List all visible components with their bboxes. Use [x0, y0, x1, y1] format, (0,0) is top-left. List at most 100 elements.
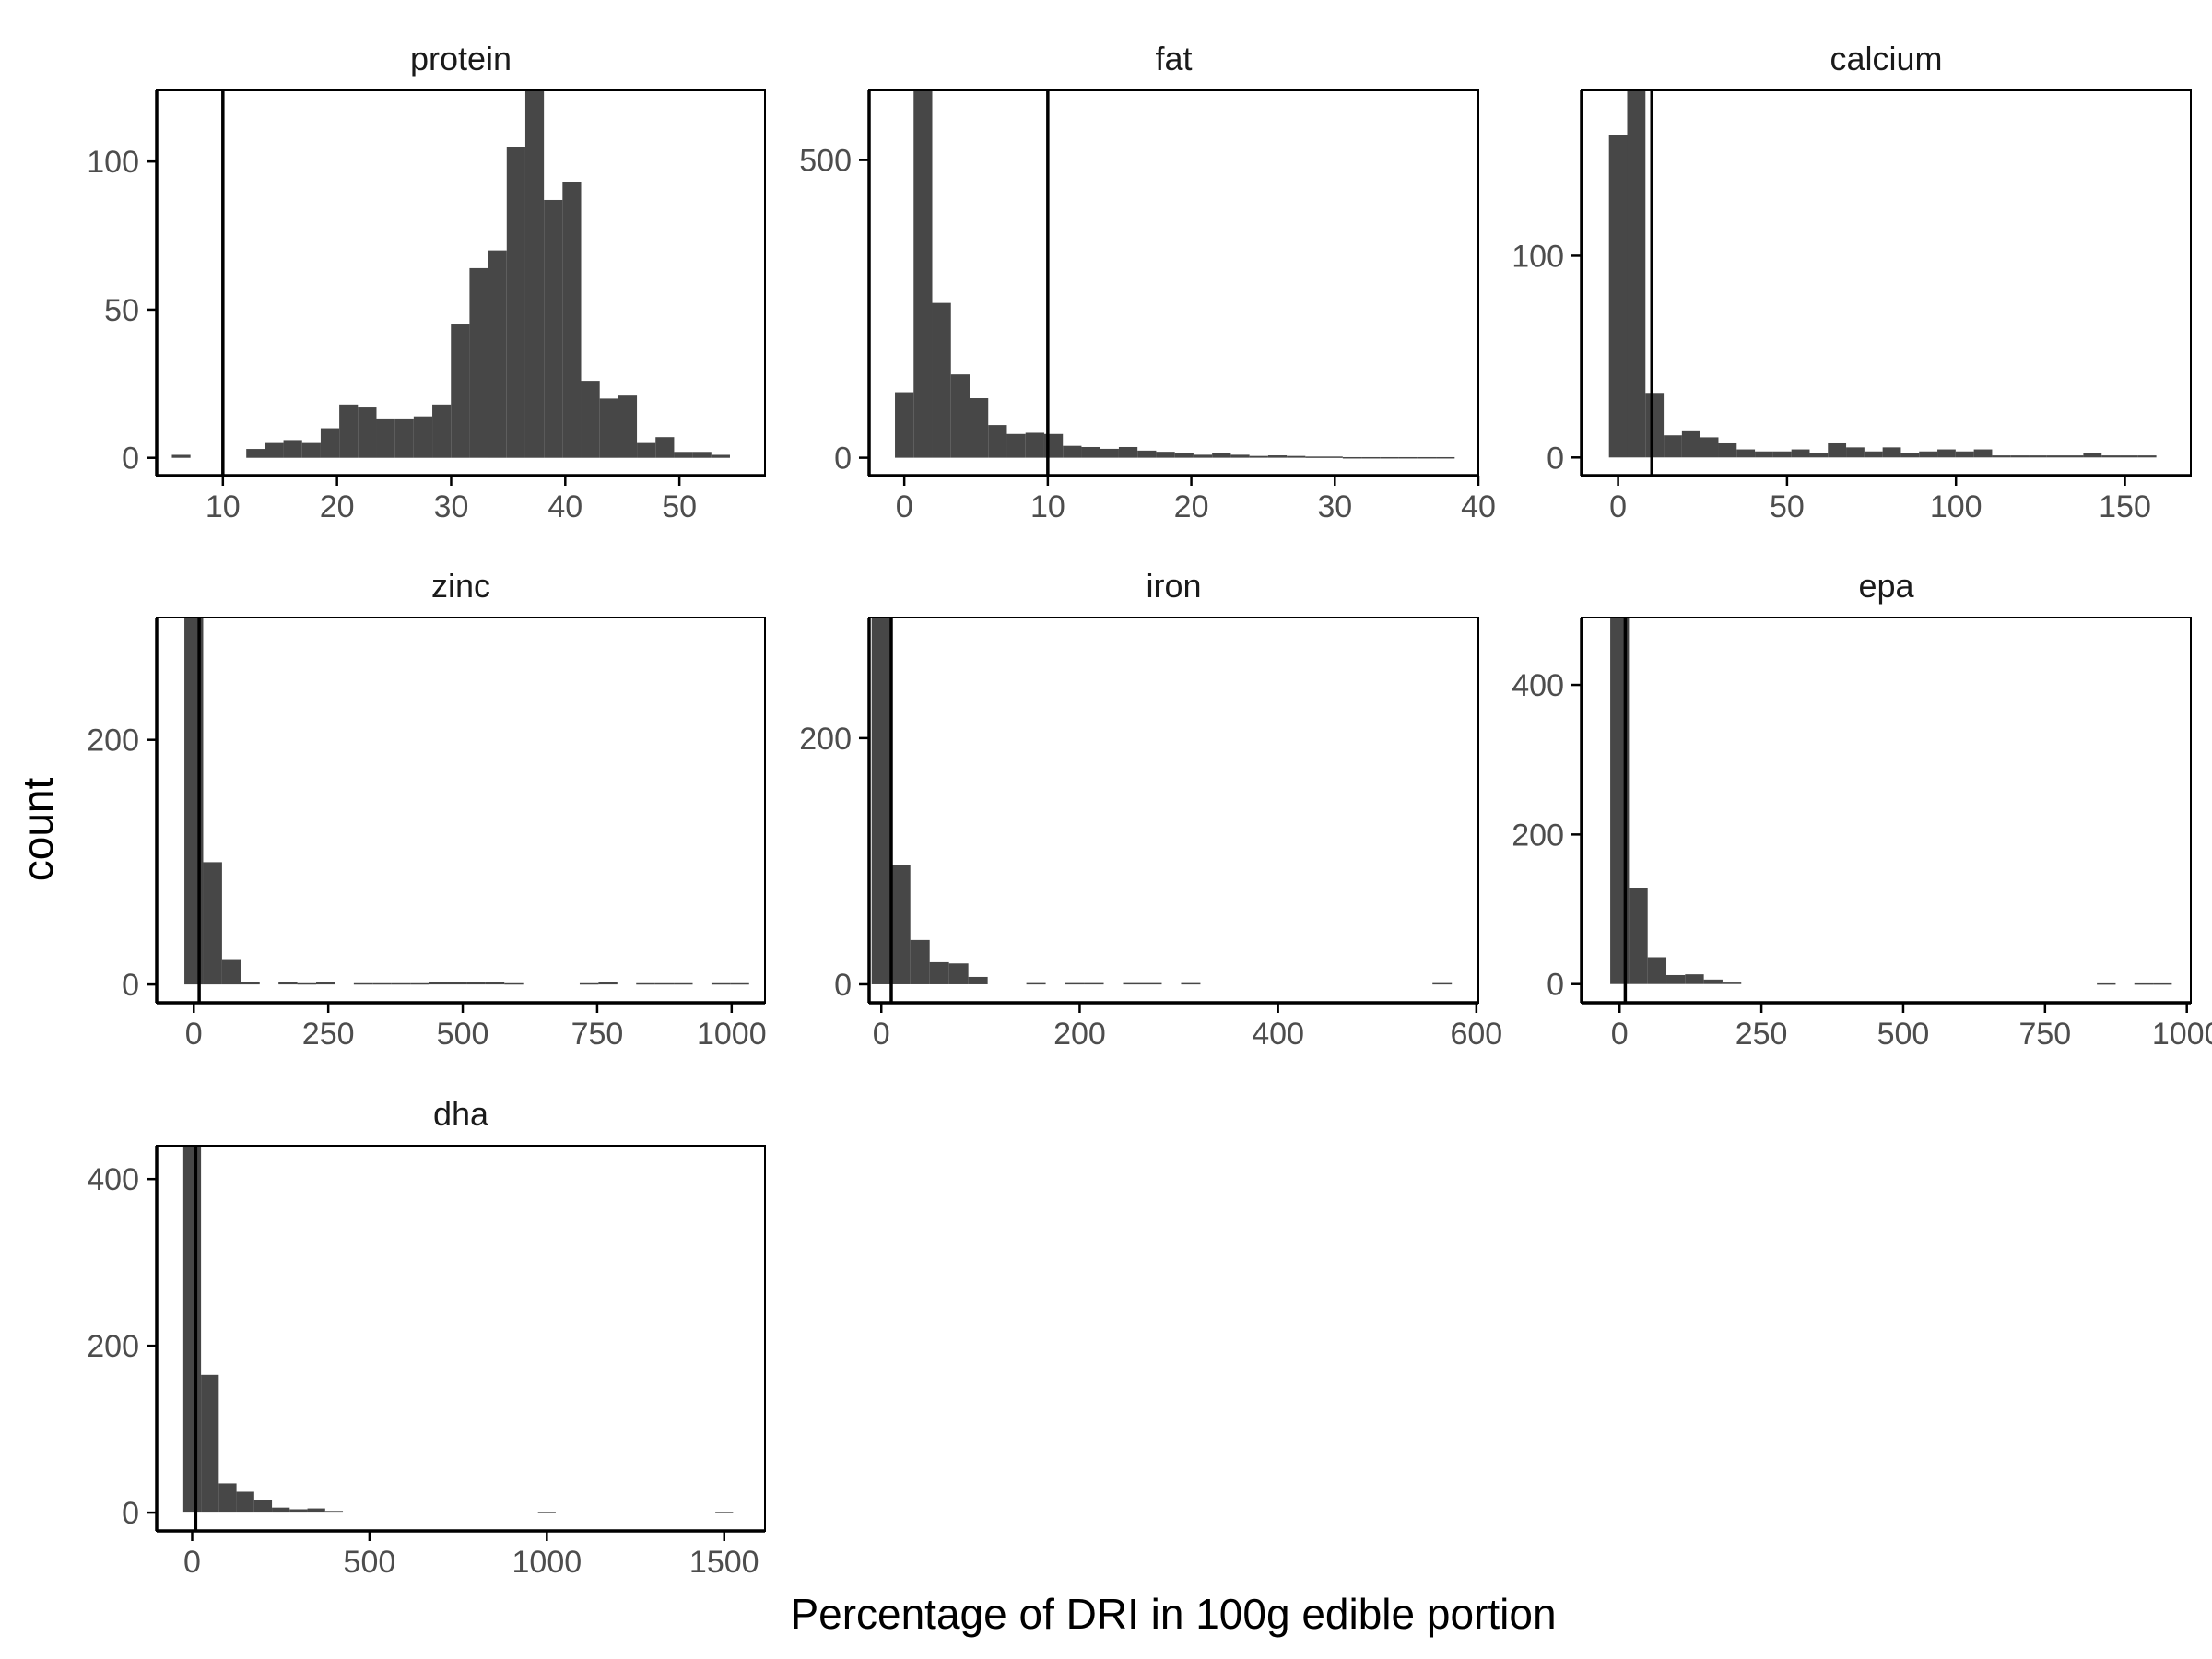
- histogram-bar: [265, 442, 284, 458]
- histogram-bar: [910, 939, 930, 984]
- y-tick-label: 400: [87, 1162, 139, 1197]
- histogram-bar: [1436, 456, 1455, 459]
- histogram-bar: [1100, 448, 1119, 458]
- histogram-bar: [488, 250, 507, 458]
- histogram-bar: [376, 418, 395, 458]
- histogram-bar: [2153, 982, 2172, 985]
- histogram-bar: [711, 454, 730, 458]
- x-tick-label: 600: [1450, 1017, 1502, 1052]
- histogram-bar: [1212, 453, 1231, 458]
- histogram-bar: [950, 374, 970, 458]
- histogram-bar: [948, 963, 969, 984]
- histogram-bar: [1361, 456, 1381, 459]
- histogram-bar: [1118, 446, 1138, 458]
- histogram-bar: [1380, 456, 1399, 459]
- y-tick-label: 0: [1547, 968, 1564, 1003]
- histogram-bar: [1417, 456, 1437, 459]
- panel-border: [1581, 89, 2192, 477]
- histogram-bar: [524, 90, 545, 458]
- panel-border: [156, 1145, 766, 1532]
- x-tick-label: 40: [547, 489, 582, 524]
- y-tick-label: 0: [122, 1496, 139, 1531]
- histogram-bar: [655, 437, 675, 458]
- histogram-bar: [1647, 957, 1667, 984]
- histogram-bar: [1432, 982, 1453, 985]
- histogram-bar: [451, 324, 470, 458]
- x-tick-label: 0: [1609, 489, 1627, 524]
- histogram-bar: [711, 982, 731, 985]
- histogram-bar: [2134, 982, 2154, 985]
- histogram-bar: [562, 182, 582, 458]
- histogram-bar: [1736, 449, 1756, 458]
- histogram-bar: [2010, 455, 2030, 458]
- histogram-bar: [301, 442, 321, 458]
- histogram-bar: [1828, 442, 1847, 458]
- histogram-bar: [581, 381, 600, 458]
- panel-dha: dha 0 500 1000 1500 0 200 400: [87, 1095, 766, 1580]
- panel-border: [868, 617, 1479, 1004]
- histogram-bar: [1645, 393, 1665, 458]
- histogram-bar: [1755, 451, 1773, 458]
- x-tick-label: 1000: [512, 1545, 582, 1580]
- x-tick-label: 30: [1317, 489, 1352, 524]
- histogram-bar: [1955, 451, 1974, 458]
- y-tick-label: 0: [122, 968, 139, 1003]
- histogram-bar: [1629, 888, 1648, 984]
- x-tick-label: 50: [662, 489, 697, 524]
- histogram-bar: [1608, 135, 1628, 458]
- histogram-bar: [201, 1374, 219, 1513]
- panel-fat: fat 0 10 20 30 40 0 500: [799, 40, 1496, 524]
- y-tick-label: 200: [87, 724, 139, 759]
- histogram-bar: [598, 982, 618, 985]
- histogram-bar: [2137, 455, 2157, 458]
- histogram-bar: [203, 862, 222, 985]
- histogram-bar: [221, 959, 241, 985]
- histogram-bar: [913, 90, 933, 458]
- histogram-bar: [932, 302, 951, 458]
- histogram-bar: [2029, 455, 2047, 458]
- histogram-bar: [1882, 447, 1901, 458]
- panel-border: [1581, 617, 2192, 1004]
- histogram-bar: [968, 976, 988, 984]
- x-tick-label: 250: [1735, 1017, 1788, 1052]
- histogram-bar: [1666, 974, 1686, 984]
- histogram-bar: [1703, 979, 1723, 984]
- histogram-bar: [2097, 982, 2116, 985]
- x-tick-label: 400: [1252, 1017, 1304, 1052]
- histogram-bar: [674, 452, 693, 458]
- x-tick-label: 0: [896, 489, 913, 524]
- panel-zinc: zinc 0 250 500 750 1000 0 200: [87, 567, 766, 1052]
- histogram-bar: [1864, 451, 1883, 458]
- histogram-bar: [372, 982, 392, 985]
- histogram-bar: [1137, 450, 1157, 458]
- histogram-bar: [469, 267, 488, 458]
- histogram-bar: [970, 398, 989, 458]
- panel-title: epa: [1858, 567, 1914, 605]
- histogram-bar: [674, 982, 693, 985]
- x-tick-label: 1500: [689, 1545, 759, 1580]
- x-tick-label: 1000: [2152, 1017, 2212, 1052]
- histogram-bar: [1025, 432, 1044, 458]
- y-tick-label: 0: [834, 968, 852, 1003]
- panel-protein: protein 10 20 30 40 50 0 50 100: [87, 40, 766, 524]
- x-tick-label: 0: [183, 1545, 201, 1580]
- histogram-bar: [730, 982, 749, 985]
- histogram-bar: [1081, 446, 1100, 458]
- histogram-bar: [618, 395, 638, 458]
- x-tick-label: 20: [1174, 489, 1209, 524]
- histogram-bar: [2101, 455, 2121, 458]
- histogram-bar: [1230, 454, 1250, 458]
- y-tick-label: 50: [104, 293, 139, 328]
- panel-title: calcium: [1830, 40, 1942, 77]
- histogram-bar: [1342, 456, 1362, 459]
- x-tick-label: 30: [434, 489, 469, 524]
- histogram-bar: [1156, 452, 1175, 458]
- histogram-bar: [2065, 455, 2084, 458]
- histogram-bar: [1063, 445, 1082, 458]
- y-tick-label: 500: [799, 144, 852, 179]
- histogram-bar: [307, 1508, 325, 1513]
- histogram-bar: [1900, 453, 1920, 458]
- panel-title: iron: [1146, 567, 1201, 605]
